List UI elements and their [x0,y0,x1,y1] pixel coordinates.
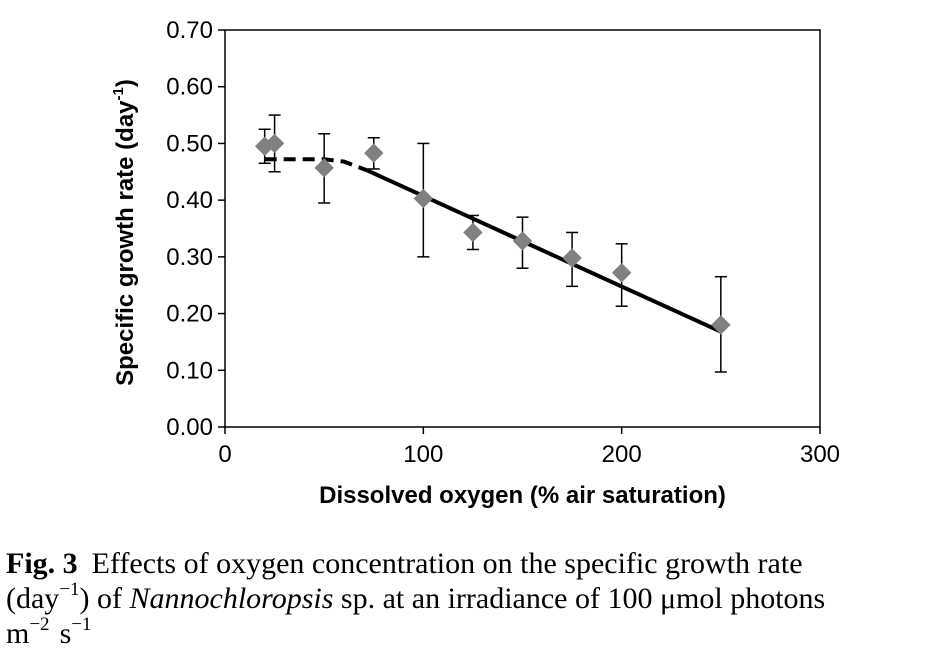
data-point-diamond [562,248,582,268]
plot-frame [224,29,821,428]
y-tick-label: 0.30 [166,244,213,271]
caption-line-1: Fig. 3 Effects of oxygen concentration on… [6,546,947,581]
caption-unit-m: m [6,617,30,650]
x-tick-label: 300 [800,441,840,468]
data-point-diamond [611,263,632,283]
figure-label: Fig. 3 [6,547,78,580]
caption-unit-s: s [59,617,72,650]
figure-caption: Fig. 3 Effects of oxygen concentration on… [6,546,947,651]
y-tick-label: 0.40 [166,187,213,214]
y-tick-label: 0.20 [166,301,213,328]
error-bars [258,114,727,373]
data-point-diamond [264,133,285,154]
chart-axes [218,29,821,434]
data-point-diamond [512,231,533,251]
data-point-diamond [314,158,334,178]
scatter-chart: 0.00 0.10 0.20 0.30 0.40 0.50 0.60 0.70 0 100 200 3… [110,17,840,509]
caption-day-text: (day [6,582,60,615]
caption-line-2: (day−1) of Nannochloropsis sp. at an irr… [6,579,947,616]
caption-day-exponent: −1 [59,579,80,600]
x-tick-label: 100 [403,441,443,468]
axis-labels: 0.00 0.10 0.20 0.30 0.40 0.50 0.60 0.70 0 100 200 3… [110,17,840,509]
y-axis-title: Specific growth rate (day-1) [110,79,139,386]
y-tick-label: 0.60 [166,74,213,101]
fit-lines [264,157,722,334]
caption-text-of: ) of [79,582,130,615]
data-point-diamond [413,188,434,209]
caption-unit-m-exponent: −2 [29,614,50,635]
caption-line-3: m−2 s−1 [6,614,947,651]
y-tick-label: 0.00 [166,414,213,441]
caption-species-name: Nannochloropsis [129,582,334,615]
y-tick-label: 0.70 [166,17,213,44]
x-tick-label: 200 [602,441,642,468]
data-point-diamond [711,315,731,335]
y-tick-label: 0.50 [166,130,213,157]
data-point-diamond [463,222,483,243]
data-markers [254,133,731,335]
x-tick-label: 0 [218,441,231,468]
caption-text-1: Effects of oxygen concentration on the s… [91,547,803,580]
y-tick-label: 0.10 [166,357,213,384]
caption-text-irradiance: sp. at an irradiance of 100 μmol photons [333,582,826,615]
dashed-fit-line [264,157,369,173]
x-axis-title: Dissolved oxygen (% air saturation) [319,482,726,509]
caption-unit-s-exponent: −1 [71,614,92,635]
data-point-diamond [364,143,384,163]
